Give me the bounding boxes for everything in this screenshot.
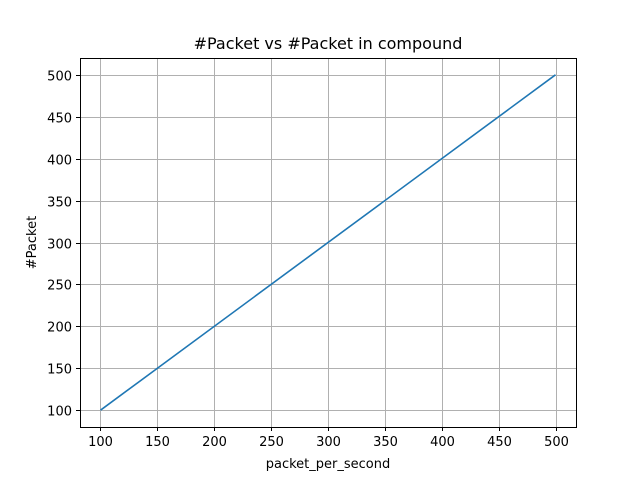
x-tick-label: 150 [145,435,170,450]
x-tick-label: 450 [487,435,512,450]
x-tick-label: 500 [544,435,569,450]
y-tick-label: 500 [47,70,72,85]
x-axis-label: packet_per_second [266,457,390,472]
y-axis-label: #Packet [25,216,40,269]
y-tick-label: 450 [47,112,72,127]
grid [80,58,576,427]
y-tick-label: 400 [47,154,72,169]
x-tick-label: 200 [202,435,227,450]
x-tick-label: 300 [316,435,341,450]
y-axis-ticks: 100 150 200 250 300 350 400 450 500 [47,70,80,420]
y-tick-label: 300 [47,238,72,253]
x-tick-label: 350 [373,435,398,450]
y-tick-label: 200 [47,321,72,336]
x-axis-ticks: 100 150 200 250 300 350 400 450 500 [88,427,569,450]
series-line [100,74,556,411]
series-layer [100,74,556,411]
y-tick-label: 350 [47,196,72,211]
y-tick-label: 150 [47,363,72,378]
y-tick-label: 250 [47,279,72,294]
x-tick-label: 100 [88,435,113,450]
chart-title: #Packet vs #Packet in compound [194,34,463,53]
x-tick-label: 250 [259,435,284,450]
y-tick-label: 100 [47,405,72,420]
x-tick-label: 400 [430,435,455,450]
